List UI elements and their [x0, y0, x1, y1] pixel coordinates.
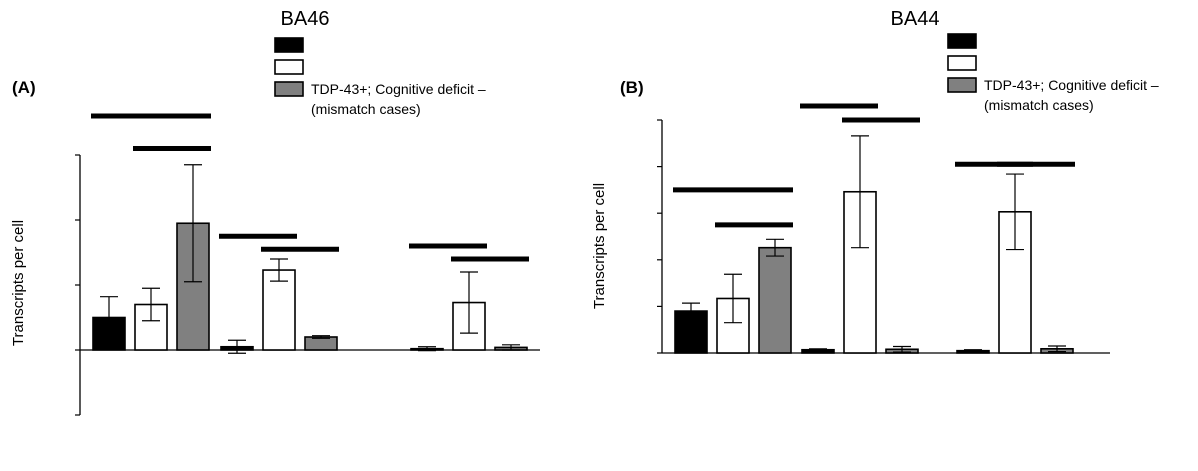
legend-label-continued: (mismatch cases): [984, 97, 1094, 113]
legend-swatch: [274, 81, 304, 97]
legend-swatch: [274, 59, 304, 75]
legend-swatch: [947, 55, 977, 71]
panel-b-marks: TDP-43+; Cognitive deficit – (mismatch ca…: [657, 33, 1159, 354]
legend-swatch: [947, 77, 977, 93]
legend-label: TDP-43+; Cognitive deficit –: [984, 77, 1159, 93]
legend-label-continued: (mismatch cases): [311, 101, 421, 117]
panel-a-label: (A): [12, 78, 36, 97]
legend-swatch: [274, 37, 304, 53]
panel-a-ylabel: Transcripts per cell: [10, 220, 27, 346]
panel-b-title: BA44: [891, 8, 940, 30]
bar: [304, 336, 338, 351]
panel-a-title: BA46: [281, 8, 330, 30]
panel-a-marks: TDP-43+; Cognitive deficit – (mismatch ca…: [75, 37, 540, 416]
panel-b-ylabel: Transcripts per cell: [591, 183, 608, 309]
legend-swatch: [947, 33, 977, 49]
bar: [262, 269, 296, 351]
bar: [758, 246, 792, 354]
legend-label: TDP-43+; Cognitive deficit –: [311, 81, 486, 97]
panel-b-label: (B): [620, 78, 644, 97]
